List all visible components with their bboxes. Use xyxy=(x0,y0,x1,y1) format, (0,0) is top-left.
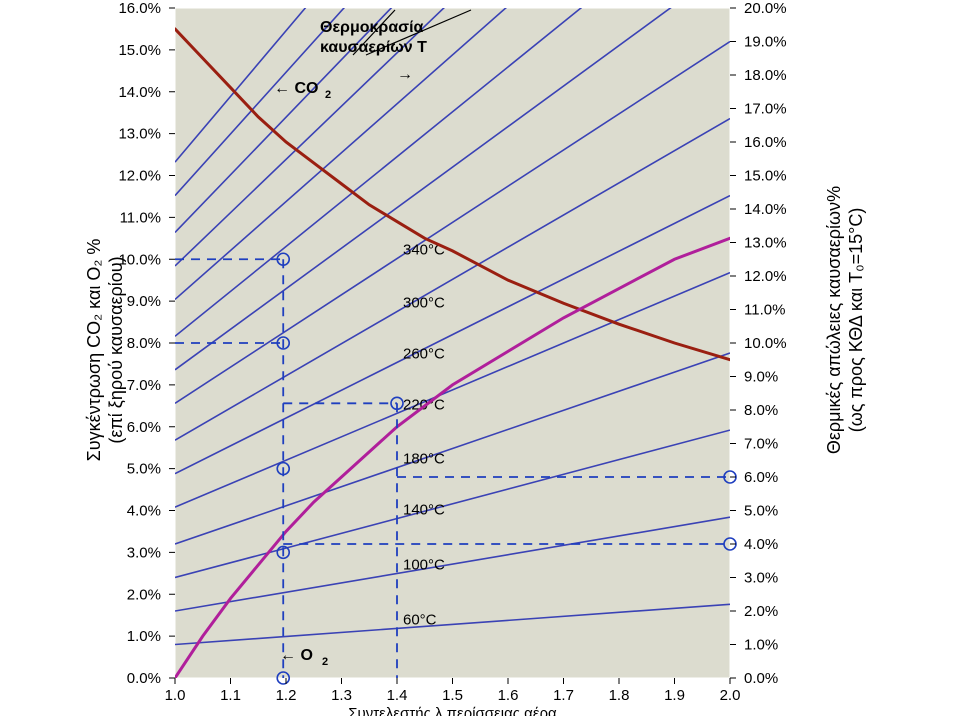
callout-text: → xyxy=(397,66,413,83)
left-tick-label: 5.0% xyxy=(127,461,161,478)
left-tick-label: 13.0% xyxy=(118,126,161,143)
x-tick-label: 1.7 xyxy=(553,687,574,704)
right-tick-label: 2.0% xyxy=(744,603,778,620)
right-tick-label: 18.0% xyxy=(744,67,787,84)
left-tick-label: 4.0% xyxy=(127,503,161,520)
iso-label: 100°C xyxy=(403,556,445,573)
right-tick-label: 17.0% xyxy=(744,101,787,118)
left-tick-label: 7.0% xyxy=(127,377,161,394)
left-tick-label: 1.0% xyxy=(127,628,161,645)
callout-text: 2 xyxy=(322,656,328,668)
left-tick-label: 15.0% xyxy=(118,42,161,59)
left-tick-label: 3.0% xyxy=(127,544,161,561)
iso-label: 180°C xyxy=(403,451,445,468)
iso-label: 140°C xyxy=(403,502,445,519)
x-tick-label: 1.6 xyxy=(498,687,519,704)
left-tick-label: 11.0% xyxy=(120,209,161,226)
right-tick-label: 14.0% xyxy=(744,201,787,218)
iso-label: 260°C xyxy=(403,345,445,362)
right-tick-label: 16.0% xyxy=(744,134,787,151)
right-tick-label: 10.0% xyxy=(744,335,787,352)
svg-text:Συγκέντρωση CO₂ και O₂ %: Συγκέντρωση CO₂ και O₂ % xyxy=(84,239,104,462)
svg-text:(επί ξηρού καυσαερίου): (επί ξηρού καυσαερίου) xyxy=(106,256,126,443)
left-tick-label: 16.0% xyxy=(118,0,161,17)
callout-text: ← CO xyxy=(274,80,318,97)
right-tick-label: 3.0% xyxy=(744,570,778,587)
right-tick-label: 19.0% xyxy=(744,34,787,51)
x-tick-label: 1.5 xyxy=(442,687,463,704)
left-tick-label: 6.0% xyxy=(127,419,161,436)
svg-text:Θερμικές απώλειες καυσαερίων%: Θερμικές απώλειες καυσαερίων% xyxy=(824,186,844,454)
left-tick-label: 12.0% xyxy=(118,168,161,185)
callout-text: 2 xyxy=(325,89,331,101)
x-tick-label: 1.2 xyxy=(276,687,297,704)
right-tick-label: 1.0% xyxy=(744,637,778,654)
right-tick-label: 0.0% xyxy=(744,670,778,687)
x-tick-label: 2.0 xyxy=(720,687,741,704)
right-tick-label: 4.0% xyxy=(744,536,778,553)
right-tick-label: 15.0% xyxy=(744,168,787,185)
left-tick-label: 9.0% xyxy=(127,293,161,310)
right-tick-label: 11.0% xyxy=(744,302,785,319)
right-tick-label: 6.0% xyxy=(744,469,778,486)
right-tick-label: 20.0% xyxy=(744,0,787,17)
right-tick-label: 12.0% xyxy=(744,268,787,285)
x-tick-label: 1.8 xyxy=(609,687,630,704)
x-axis-title: Συντελεστής λ περίσσειας αέρα xyxy=(348,705,557,716)
right-tick-label: 13.0% xyxy=(744,235,787,252)
x-tick-label: 1.9 xyxy=(664,687,685,704)
callout-text: ← O xyxy=(280,647,313,664)
x-tick-label: 1.4 xyxy=(387,687,408,704)
left-tick-label: 8.0% xyxy=(127,335,161,352)
callout-text: Θερμοκρασία xyxy=(320,19,424,36)
left-tick-label: 14.0% xyxy=(118,84,161,101)
iso-label: 60°C xyxy=(403,611,437,628)
x-tick-label: 1.3 xyxy=(331,687,352,704)
left-tick-label: 0.0% xyxy=(127,670,161,687)
right-tick-label: 8.0% xyxy=(744,402,778,419)
callout-text: καυσαερίων Τ xyxy=(320,39,427,56)
left-tick-label: 2.0% xyxy=(127,586,161,603)
x-tick-label: 1.1 xyxy=(220,687,241,704)
svg-text:(ως προς ΚΘΔ και T₀=15°C): (ως προς ΚΘΔ και T₀=15°C) xyxy=(846,208,866,433)
right-tick-label: 9.0% xyxy=(744,369,778,386)
iso-label: 300°C xyxy=(403,295,445,312)
combustion-nomograph: 60°C100°C140°C180°C220°C260°C300°C340°C0… xyxy=(0,0,960,716)
right-tick-label: 7.0% xyxy=(744,436,778,453)
right-tick-label: 5.0% xyxy=(744,503,778,520)
x-tick-label: 1.0 xyxy=(165,687,186,704)
